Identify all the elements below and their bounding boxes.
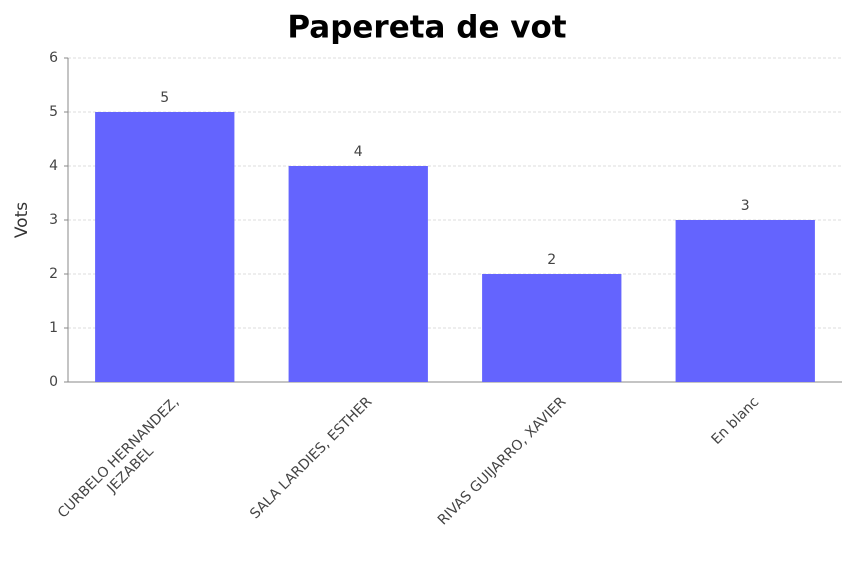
bar [482, 274, 622, 382]
value-label: 3 [741, 198, 750, 214]
y-tick-label: 0 [49, 374, 58, 390]
y-tick-label: 5 [49, 104, 58, 120]
bar [288, 166, 428, 382]
value-label: 2 [547, 252, 556, 268]
value-label: 5 [160, 90, 169, 106]
y-tick-label: 2 [49, 266, 58, 282]
value-label: 4 [354, 144, 363, 160]
chart-title: Papereta de vot [287, 10, 566, 46]
y-tick-label: 4 [49, 158, 58, 174]
bar [675, 220, 815, 382]
y-tick-label: 1 [49, 320, 58, 336]
bar [95, 112, 235, 382]
y-tick-label: 6 [49, 50, 58, 66]
y-tick-label: 3 [49, 212, 58, 228]
y-axis-label: Vots [12, 202, 32, 238]
